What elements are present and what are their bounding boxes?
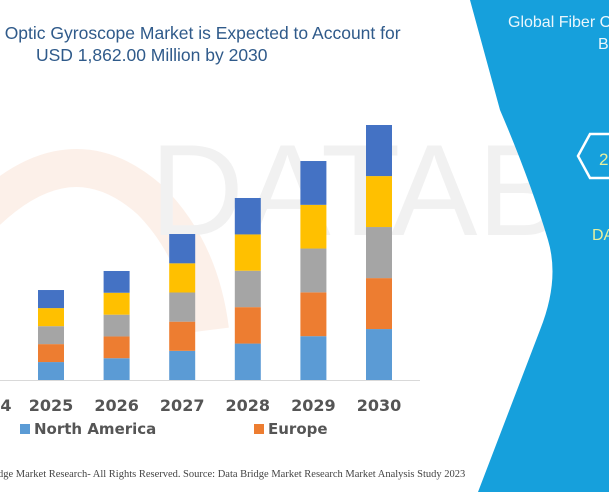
x-tick-2029: 2029 — [291, 396, 336, 415]
bar-segment-2029-series-3 — [300, 204, 327, 249]
legend-item-north-america: North America — [20, 420, 156, 438]
bar-segment-2025-series-3 — [38, 308, 64, 327]
x-tick-2027: 2027 — [159, 396, 205, 415]
bar-segment-2030-series-1 — [366, 278, 392, 330]
hexagon-icon — [576, 132, 609, 180]
bar-segment-2027-series-3 — [169, 263, 196, 293]
bar-segment-2027-series-0 — [169, 350, 196, 380]
side-panel-title-line1: Global Fiber O — [508, 14, 609, 31]
side-panel-title-line2: B — [598, 36, 609, 53]
bar-segment-2025-series-0 — [38, 362, 64, 380]
footer-copyright: dge Market Research- All Rights Reserved… — [0, 469, 181, 480]
bar-segment-2030-series-3 — [366, 176, 392, 228]
bar-segment-2027-series-4 — [169, 234, 196, 264]
bar-segment-2029-series-1 — [300, 292, 327, 337]
bar-segment-2027-series-1 — [169, 321, 196, 351]
bar-segment-2029-series-4 — [300, 161, 327, 205]
bar-segment-2028-series-4 — [234, 197, 261, 235]
bar-segment-2025-series-2 — [38, 326, 64, 345]
side-panel — [470, 0, 609, 492]
bar-segment-2027-series-2 — [169, 292, 196, 322]
bar-segment-2026-series-2 — [103, 314, 130, 337]
bar-segment-2030-series-4 — [366, 125, 392, 177]
bar-segment-2030-series-0 — [366, 329, 392, 380]
x-tick-2028: 2028 — [225, 396, 271, 415]
legend-label: North America — [34, 420, 157, 438]
legend-item-europe: Europe — [254, 420, 328, 438]
x-tick-2026: 2026 — [94, 396, 139, 415]
bar-segment-2028-series-2 — [234, 270, 261, 308]
hex-value: 2 — [599, 150, 609, 169]
x-tick-partial: 4 — [0, 396, 12, 415]
chart-title-line1: r Optic Gyroscope Market is Expected to … — [0, 23, 401, 43]
legend-swatch-north-america — [20, 424, 30, 434]
legend-swatch-europe — [254, 424, 264, 434]
legend-label: Europe — [268, 420, 328, 438]
x-tick-2030: 2030 — [356, 396, 402, 415]
bar-segment-2026-series-4 — [103, 270, 130, 293]
bar-segment-2025-series-1 — [38, 344, 64, 363]
bar-segment-2029-series-0 — [300, 336, 327, 380]
bar-segment-2026-series-3 — [103, 292, 130, 315]
bar-segment-2026-series-0 — [103, 358, 130, 380]
bar-segment-2028-series-0 — [234, 343, 261, 380]
bar-segment-2028-series-1 — [234, 307, 261, 344]
bar-segment-2025-series-4 — [38, 290, 64, 309]
bar-segment-2029-series-2 — [300, 248, 327, 293]
footer-source: Source: Data Bridge Market Research Mark… — [183, 469, 466, 480]
side-panel-title: Global Fiber O B — [508, 12, 609, 53]
bar-segment-2030-series-2 — [366, 227, 392, 279]
bars-group — [38, 125, 392, 380]
side-panel-subtext: DA — [592, 227, 609, 244]
watermark-arc — [0, 149, 229, 333]
x-tick-2025: 2025 — [28, 396, 74, 415]
chart-title-line2: USD 1,862.00 Million by 2030 — [36, 45, 268, 65]
bar-segment-2028-series-3 — [234, 234, 261, 271]
bar-segment-2026-series-1 — [103, 336, 130, 359]
